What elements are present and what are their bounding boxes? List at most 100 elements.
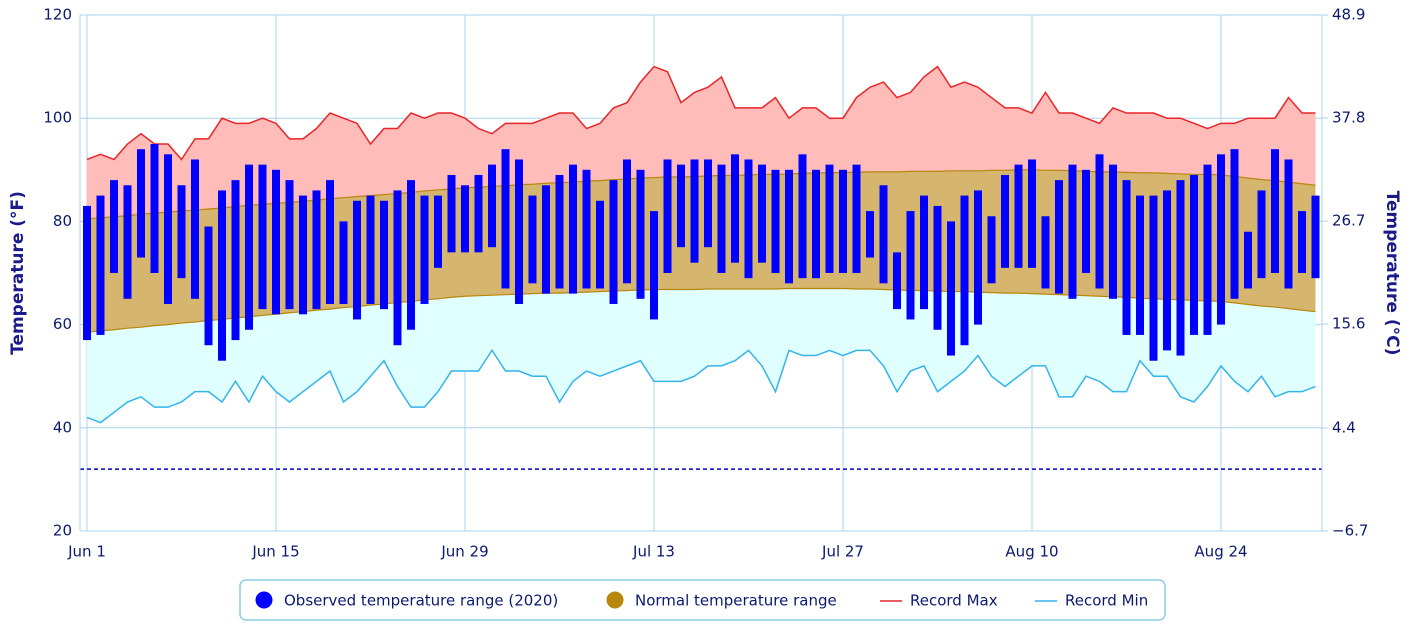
observed-bar [812,169,820,279]
legend-layer: Observed temperature range (2020) Normal … [255,591,1148,610]
y-tick-label: 120 [43,6,72,24]
observed-bar [393,190,402,346]
areas-layer [87,66,1316,423]
observed-bar [1311,195,1320,279]
observed-bar [893,252,901,310]
y2-tick-label: 37.8 [1332,109,1365,127]
legend-swatch [255,591,273,609]
observed-bar [1136,195,1144,335]
observed-bar [1244,231,1252,289]
observed-bar [1001,174,1009,268]
observed-bar [258,164,267,310]
observed-bar [555,174,564,289]
y2-tick-label: 26.7 [1332,212,1365,230]
observed-bar [785,169,793,284]
y-tick-label: 20 [53,522,72,540]
observed-bar [1028,159,1036,268]
observed-bar [974,190,982,325]
observed-bar [879,185,888,284]
y2-axis-title: Temperature (°C) [1382,191,1402,356]
y2-tick-label: 48.9 [1332,6,1365,24]
observed-bar [1257,190,1266,279]
observed-bar [1217,154,1225,325]
observed-bar [1068,164,1077,299]
observed-bar [852,164,861,273]
observed-bar [1176,180,1185,356]
observed-bar [636,169,645,299]
observed-bar [434,195,442,268]
legend-label: Record Max [910,592,998,610]
observed-bar [677,164,685,248]
x-tick-label: Jun 29 [440,543,488,561]
observed-bar [623,159,631,284]
axes-layer: 20 40 60 80 100 120 −6.7 4.4 15.6 26.7 37.8 48.9 Jun… [43,6,1368,561]
observed-bar [110,180,118,273]
observed-bar [231,180,240,341]
observed-bar [866,211,874,258]
observed-bar [272,169,280,315]
observed-bar [474,174,483,253]
observed-bar [731,154,739,263]
observed-bar [1284,159,1293,289]
x-tick-label: Jun 1 [67,543,106,561]
observed-bar [1163,190,1171,351]
observed-bar [704,159,712,248]
observed-bar [380,200,388,310]
y-tick-label: 40 [53,418,72,436]
observed-bar [933,205,942,330]
observed-bar [164,154,172,304]
observed-bar [839,169,847,273]
observed-bar [1298,211,1306,273]
observed-bar [1055,180,1063,294]
bars-layer [83,144,1320,361]
legend-label: Observed temperature range (2020) [284,592,558,610]
observed-bar [339,221,348,304]
observed-bar [488,164,496,248]
observed-bar [366,195,375,304]
observed-bar [906,211,915,320]
observed-bar [771,169,780,273]
observed-bar [1271,149,1279,273]
observed-bar [407,180,415,330]
observed-bar [285,180,294,310]
observed-bar [312,190,321,310]
observed-bar [1014,164,1023,268]
observed-bar [569,164,577,294]
observed-bar [717,164,726,273]
observed-bar [123,185,132,299]
observed-bar [447,174,456,253]
observed-bar [96,195,105,335]
observed-bar [191,159,199,299]
observed-bar [461,185,469,253]
observed-bar [1041,216,1050,289]
legend-swatch [606,591,624,609]
y2-tick-label: 15.6 [1332,315,1365,333]
observed-bar [1203,164,1212,335]
observed-bar [528,195,537,284]
observed-bar [920,195,928,310]
observed-bar [1122,180,1131,335]
x-tick-label: Aug 10 [1005,543,1058,561]
y-tick-label: 80 [53,212,72,230]
y2-tick-label: −6.7 [1332,522,1368,540]
observed-bar [582,169,591,289]
observed-bar [798,154,807,279]
observed-bar [609,180,618,304]
observed-bar [1190,174,1198,335]
observed-bar [690,159,699,263]
x-tick-label: Jul 27 [821,543,864,561]
y-tick-label: 60 [53,315,72,333]
record-fill [87,66,1316,219]
observed-bar [542,185,550,294]
x-tick-label: Aug 24 [1194,543,1247,561]
observed-bar [825,164,834,273]
legend-label: Normal temperature range [635,592,837,610]
observed-bar [501,149,510,289]
observed-bar [1109,164,1117,299]
observed-bar [1082,169,1090,273]
record-line [86,349,1316,424]
observed-bar [137,149,145,258]
x-tick-label: Jul 13 [632,543,675,561]
observed-bar [353,200,361,320]
observed-bar [245,164,253,330]
